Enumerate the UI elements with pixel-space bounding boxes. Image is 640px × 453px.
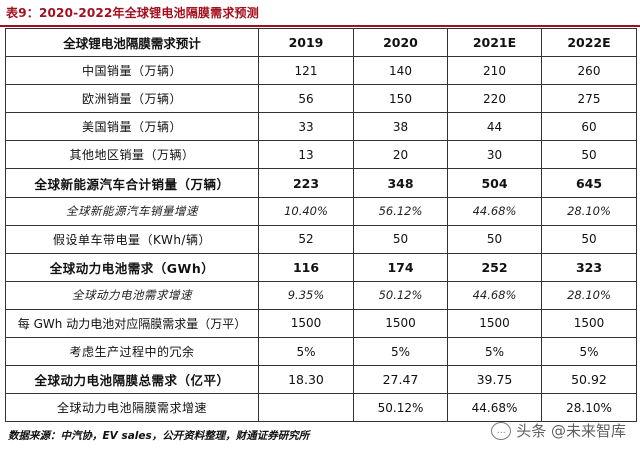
- header-cell: 2020: [353, 27, 448, 58]
- table-cell: 50: [541, 140, 637, 170]
- table-cell: 52: [258, 224, 354, 254]
- row-label: 全球动力电池需求（GWh）: [5, 252, 259, 282]
- table-row: 考虑生产过程中的冗余 5% 5% 5% 5%: [5, 337, 637, 367]
- row-label: 美国销量（万辆）: [5, 112, 259, 142]
- forecast-table: 全球锂电池隔膜需求预计 2019 2020 2021E 2022E 中国销量（万…: [5, 27, 637, 423]
- table-cell: 44.68%: [447, 196, 542, 226]
- watermark: … 头条 @未来智库: [491, 420, 626, 441]
- table-cell: 20: [353, 140, 448, 170]
- table-cell: 220: [447, 84, 542, 114]
- table-row: 美国销量（万辆） 33 38 44 60: [5, 112, 637, 142]
- table-cell: 10.40%: [258, 196, 354, 226]
- table-cell: 5%: [447, 337, 542, 367]
- data-source-note: 数据来源：中汽协，EV sales，公开资料整理，财通证券研究所: [8, 430, 310, 442]
- table-cell: [258, 393, 354, 423]
- table-cell: 38: [353, 112, 448, 142]
- table-cell: 13: [258, 140, 354, 170]
- table-cell: 56: [258, 84, 354, 114]
- row-label: 考虑生产过程中的冗余: [5, 337, 259, 367]
- header-cell: 2019: [258, 27, 354, 58]
- row-label: 全球动力电池隔膜总需求（亿平）: [5, 365, 259, 395]
- table-row: 假设单车带电量（KWh/辆） 52 50 50 50: [5, 224, 637, 254]
- table-cell: 28.10%: [541, 280, 637, 310]
- table-cell: 174: [353, 252, 448, 282]
- table-cell: 44.68%: [447, 393, 542, 423]
- table-row: 中国销量（万辆） 121 140 210 260: [5, 56, 637, 86]
- table-cell: 504: [447, 168, 542, 198]
- table-cell: 33: [258, 112, 354, 142]
- table-cell: 50: [447, 224, 542, 254]
- table-cell: 18.30: [258, 365, 354, 395]
- row-label: 假设单车带电量（KWh/辆）: [5, 224, 259, 254]
- table-cell: 323: [541, 252, 637, 282]
- table-cell: 1500: [258, 308, 354, 339]
- table-cell: 50.12%: [353, 393, 448, 423]
- header-cell: 2022E: [541, 27, 637, 58]
- table-cell: 1500: [447, 308, 542, 339]
- row-label: 欧洲销量（万辆）: [5, 84, 259, 114]
- table-row: 全球动力电池需求（GWh） 116 174 252 323: [5, 252, 637, 282]
- row-label: 中国销量（万辆）: [5, 56, 259, 86]
- table-cell: 5%: [258, 337, 354, 367]
- row-label: 全球新能源汽车销量增速: [5, 196, 259, 226]
- table-cell: 28.10%: [541, 196, 637, 226]
- table-cell: 275: [541, 84, 637, 114]
- table-title-bar: 表9：2020-2022年全球锂电池隔膜需求预测: [0, 0, 640, 27]
- row-label: 全球新能源汽车合计销量（万辆）: [5, 168, 259, 198]
- header-cell: 2021E: [447, 27, 542, 58]
- watermark-text: 头条 @未来智库: [516, 422, 626, 440]
- table-cell: 5%: [353, 337, 448, 367]
- table-cell: 44: [447, 112, 542, 142]
- table-cell: 9.35%: [258, 280, 354, 310]
- table-row: 其他地区销量（万辆） 13 20 30 50: [5, 140, 637, 170]
- table-cell: 50.92: [541, 365, 637, 395]
- table-row: 全球新能源汽车销量增速 10.40% 56.12% 44.68% 28.10%: [5, 196, 637, 226]
- table-cell: 44.68%: [447, 280, 542, 310]
- table-cell: 60: [541, 112, 637, 142]
- table-cell: 348: [353, 168, 448, 198]
- table-cell: 5%: [541, 337, 637, 367]
- table-row: 欧洲销量（万辆） 56 150 220 275: [5, 84, 637, 114]
- row-label: 其他地区销量（万辆）: [5, 140, 259, 170]
- table-row: 全球动力电池需求增速 9.35% 50.12% 44.68% 28.10%: [5, 280, 637, 310]
- table-cell: 252: [447, 252, 542, 282]
- table-cell: 210: [447, 56, 542, 86]
- table-cell: 140: [353, 56, 448, 86]
- table-row: 全球新能源汽车合计销量（万辆） 223 348 504 645: [5, 168, 637, 198]
- table-row: 全球动力电池隔膜总需求（亿平） 18.30 27.47 39.75 50.92: [5, 365, 637, 395]
- table-cell: 116: [258, 252, 354, 282]
- table-title: 表9：2020-2022年全球锂电池隔膜需求预测: [6, 6, 259, 20]
- table-row: 每 GWh 动力电池对应隔膜需求量（万平） 1500 1500 1500 150…: [5, 308, 637, 339]
- row-label: 全球动力电池隔膜需求增速: [5, 393, 259, 423]
- table-cell: 28.10%: [541, 393, 637, 423]
- table-cell: 50: [541, 224, 637, 254]
- table-cell: 121: [258, 56, 354, 86]
- table-cell: 50: [353, 224, 448, 254]
- table-cell: 1500: [353, 308, 448, 339]
- table-header-row: 全球锂电池隔膜需求预计 2019 2020 2021E 2022E: [5, 27, 637, 58]
- table-cell: 1500: [541, 308, 637, 339]
- table-cell: 645: [541, 168, 637, 198]
- table-cell: 39.75: [447, 365, 542, 395]
- table-cell: 30: [447, 140, 542, 170]
- table-cell: 50.12%: [353, 280, 448, 310]
- table-row: 全球动力电池隔膜需求增速 50.12% 44.68% 28.10%: [5, 393, 637, 423]
- table-cell: 260: [541, 56, 637, 86]
- row-label: 每 GWh 动力电池对应隔膜需求量（万平）: [5, 308, 259, 339]
- row-label: 全球动力电池需求增速: [5, 280, 259, 310]
- table-cell: 56.12%: [353, 196, 448, 226]
- chat-bubble-icon: …: [491, 421, 512, 440]
- table-cell: 27.47: [353, 365, 448, 395]
- header-cell: 全球锂电池隔膜需求预计: [5, 27, 259, 58]
- table-cell: 150: [353, 84, 448, 114]
- table-cell: 223: [258, 168, 354, 198]
